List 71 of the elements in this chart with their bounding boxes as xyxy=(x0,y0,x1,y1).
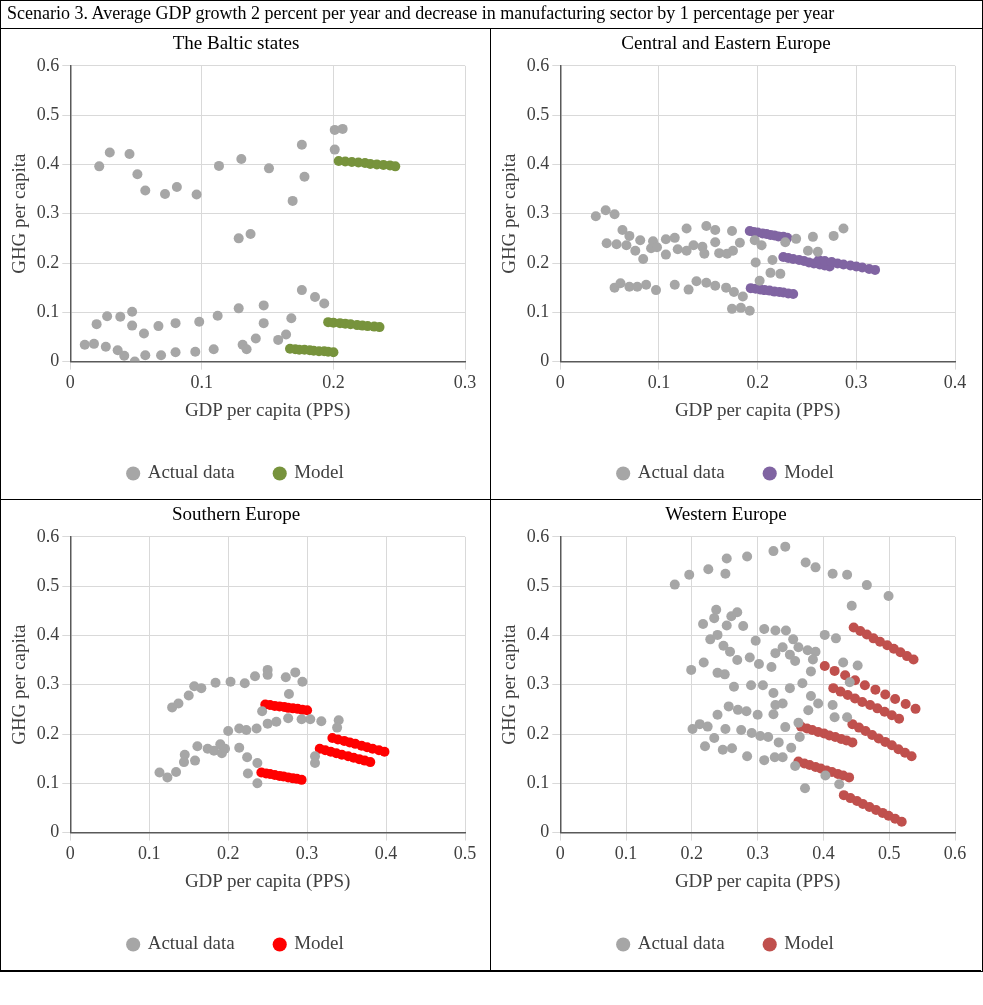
x-tick-label: 0 xyxy=(65,843,75,864)
x-tick-label: 0.1 xyxy=(647,372,671,393)
x-tick-label: 0.5 xyxy=(453,843,477,864)
x-tick-label: 0.2 xyxy=(322,372,345,393)
x-tick-label: 0.2 xyxy=(746,372,769,393)
x-tick-label: 0.4 xyxy=(943,372,967,393)
y-tick-label: 0 xyxy=(540,350,550,371)
y-axis-title: GHG per capita xyxy=(498,623,520,745)
y-tick-label: 0.1 xyxy=(526,772,550,793)
y-tick-label: 0.6 xyxy=(526,54,550,75)
y-tick-label: 0.6 xyxy=(36,525,60,546)
x-tick-label: 0 xyxy=(555,843,565,864)
x-tick-label: 0.2 xyxy=(216,843,240,864)
y-tick-label: 0.3 xyxy=(526,673,550,694)
legend-label: Model xyxy=(784,932,834,954)
x-axis-title: GDP per capita (PPS) xyxy=(674,398,841,421)
legend-label: Actual data xyxy=(147,932,236,954)
chart-title: The Baltic states xyxy=(172,32,300,54)
y-tick-label: 0.3 xyxy=(526,202,550,223)
x-tick-label: 0.5 xyxy=(877,843,901,864)
x-tick-label: 0.3 xyxy=(746,843,769,864)
y-tick-label: 0.2 xyxy=(36,251,60,272)
y-tick-label: 0.5 xyxy=(36,103,60,124)
y-tick-label: 0 xyxy=(50,350,60,371)
legend-label: Model xyxy=(784,461,834,483)
y-tick-label: 0.4 xyxy=(36,624,60,645)
x-tick-label: 0.1 xyxy=(614,843,638,864)
y-tick-label: 0.2 xyxy=(526,251,550,272)
y-axis-title: GHG per capita xyxy=(8,152,30,274)
y-tick-label: 0.4 xyxy=(526,624,550,645)
chart-title: Southern Europe xyxy=(171,503,301,525)
y-tick-label: 0.6 xyxy=(526,525,550,546)
legend-label: Actual data xyxy=(637,932,726,954)
x-tick-label: 0.4 xyxy=(812,843,835,864)
y-axis-title: GHG per capita xyxy=(8,623,30,745)
legend-label: Actual data xyxy=(637,461,726,483)
y-tick-label: 0.2 xyxy=(526,722,550,743)
y-tick-label: 0.3 xyxy=(36,202,60,223)
y-tick-label: 0.4 xyxy=(526,153,550,174)
x-axis-title: GDP per capita (PPS) xyxy=(184,398,351,421)
y-tick-label: 0.5 xyxy=(526,574,550,595)
y-tick-label: 0.4 xyxy=(36,153,60,174)
chart-title: Central and Eastern Europe xyxy=(621,32,831,54)
y-tick-label: 0 xyxy=(50,821,60,842)
x-tick-label: 0.6 xyxy=(943,843,967,864)
y-tick-label: 0.5 xyxy=(36,574,60,595)
chart-title: Western Europe xyxy=(665,503,787,525)
x-tick-label: 0.2 xyxy=(680,843,704,864)
x-tick-label: 0 xyxy=(65,372,75,393)
x-tick-label: 0 xyxy=(555,372,565,393)
legend-label: Model xyxy=(294,461,344,483)
y-tick-label: 0.5 xyxy=(526,103,550,124)
y-tick-label: 0 xyxy=(540,821,550,842)
x-tick-label: 0.1 xyxy=(137,843,161,864)
x-tick-label: 0.1 xyxy=(190,372,214,393)
x-tick-label: 0.4 xyxy=(374,843,398,864)
y-tick-label: 0.3 xyxy=(36,673,60,694)
legend-label: Model xyxy=(294,932,344,954)
y-tick-label: 0.6 xyxy=(36,54,60,75)
x-tick-label: 0.3 xyxy=(453,372,477,393)
x-axis-title: GDP per capita (PPS) xyxy=(674,869,841,892)
legend-label: Actual data xyxy=(147,461,236,483)
text: Scenario 3. Average GDP growth 2 percent per year and decrease in manufacturing sector by 1 percentage per year xyxy=(1,1,982,29)
x-tick-label: 0.3 xyxy=(295,843,319,864)
y-tick-label: 0.1 xyxy=(36,772,60,793)
y-tick-label: 0.1 xyxy=(36,301,60,322)
y-axis-title: GHG per capita xyxy=(498,152,520,274)
x-tick-label: 0.3 xyxy=(845,372,868,393)
y-tick-label: 0.2 xyxy=(36,722,60,743)
y-tick-label: 0.1 xyxy=(526,301,550,322)
x-axis-title: GDP per capita (PPS) xyxy=(184,869,351,892)
